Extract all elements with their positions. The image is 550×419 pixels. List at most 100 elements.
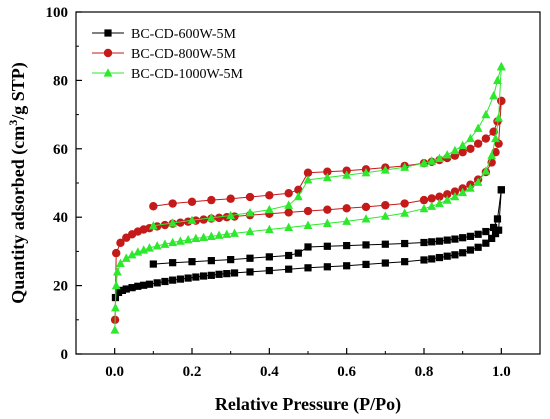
series-2-adsorption-point-27 [361, 214, 371, 223]
series-0-adsorption-point-16 [215, 270, 223, 278]
series-2-adsorption-point-20 [230, 228, 239, 237]
series-0-adsorption-point-35 [474, 243, 482, 251]
series-1-desorption-point-2 [489, 127, 498, 136]
series-0-adsorption-point-36 [482, 239, 490, 247]
series-2-adsorption-point-4 [116, 258, 125, 267]
legend-marker-2 [103, 68, 113, 77]
series-0-desorption-point-14 [362, 241, 370, 249]
series-0-adsorption-point-1 [114, 288, 123, 297]
series-2-desorption-point-1 [493, 75, 502, 84]
series-2-desorption-point-23 [206, 213, 216, 222]
series-2-adsorption-point-12 [168, 237, 178, 247]
y-axis-title-main: Quantity adsorbed (cm [8, 126, 29, 304]
series-2-adsorption-point-11 [160, 239, 170, 248]
series-0-adsorption-point-24 [343, 262, 351, 270]
series-0-desorption-point-25 [169, 259, 177, 267]
series-0-adsorption-point-8 [153, 279, 161, 287]
series-2-desorption-point-18 [293, 191, 303, 201]
series-0-desorption-point-19 [285, 251, 293, 260]
series-0-desorption-point-11 [420, 238, 428, 247]
series-1-adsorption-point-9 [160, 220, 170, 230]
series-1-adsorption-point-24 [342, 204, 351, 213]
series-0-adsorption-point-6 [140, 281, 148, 289]
x-tick-label-2: 0.4 [260, 364, 279, 380]
series-2-adsorption-point-36 [466, 183, 475, 192]
series-0-desorption-point-16 [323, 242, 331, 250]
x-axis-title: Relative Pressure (P/Po) [215, 394, 401, 415]
series-0-adsorption-point-34 [466, 246, 474, 254]
series-1-adsorption-point-23 [323, 205, 332, 214]
series-0-adsorption-point-13 [192, 273, 200, 281]
series-1-adsorption-point-1 [112, 248, 121, 258]
series-1-desorption-point-24 [187, 197, 197, 207]
series-2-adsorption-point-28 [380, 211, 390, 220]
series-0-adsorption-point-4 [128, 284, 136, 292]
series-1-desorption-point-20 [265, 191, 274, 200]
series-0-adsorption-point-22 [304, 264, 312, 272]
series-1-desorption-point-19 [284, 189, 293, 198]
series-0-desorption-point-23 [207, 257, 215, 265]
series-2-desorption-point-26 [148, 220, 158, 230]
series-2-desorption-point-15 [342, 170, 352, 179]
series-2-adsorption-point-24 [303, 220, 313, 230]
series-1-adsorption-point-22 [303, 206, 313, 216]
series-2-adsorption-point-0 [110, 325, 120, 334]
series-2-desorption-point-21 [245, 207, 255, 217]
series-0-adsorption-point-20 [265, 266, 273, 275]
series-2-adsorption-point-32 [435, 198, 444, 208]
series-2-adsorption-point-2 [111, 280, 121, 290]
series-0-adsorption-point-26 [381, 259, 389, 267]
series-1-adsorption-point-25 [361, 202, 371, 212]
series-2-desorption-point-9 [435, 153, 444, 162]
y-tick-label-4: 80 [53, 73, 68, 89]
series-0-desorption-point-9 [435, 237, 444, 245]
y-axis-title-superscript: 3 [6, 120, 20, 126]
series-2 [110, 61, 506, 334]
series-2-desorption-point-4 [473, 123, 483, 132]
series-0-adsorption-point-12 [184, 274, 192, 282]
series-2-adsorption-point-31 [427, 201, 437, 210]
series-0-adsorption-point-14 [200, 272, 208, 280]
series-0-adsorption-point-17 [223, 270, 231, 278]
series-0-desorption-point-0 [497, 186, 505, 194]
series-0-desorption-point-5 [466, 232, 474, 240]
series-2-adsorption-point-29 [400, 208, 410, 217]
series-0-adsorption-point-9 [161, 277, 169, 286]
series-0-adsorption-point-39 [495, 226, 503, 234]
series-0-adsorption-point-30 [435, 253, 444, 262]
series-2-desorption-point-2 [489, 90, 498, 100]
series-0-adsorption-point-31 [443, 252, 451, 260]
series-1-adsorption-point-28 [419, 195, 429, 205]
series-2-desorption-point-24 [187, 215, 197, 224]
series-2-desorption-point-13 [380, 165, 390, 174]
series-2-adsorption-point-13 [176, 236, 185, 245]
x-tick-label-3: 0.6 [337, 364, 356, 380]
series-2-adsorption-point-19 [222, 229, 232, 238]
series-1-desorption-point-21 [245, 192, 255, 202]
series-2-desorption-point-10 [427, 156, 437, 165]
series-0-adsorption-point-2 [118, 286, 126, 294]
series-2-desorption-point-14 [361, 167, 371, 177]
series-2-adsorption-point-9 [145, 243, 154, 252]
data-layer [110, 61, 506, 334]
series-2-desorption-point-5 [466, 133, 475, 143]
legend-marker-0 [104, 29, 112, 37]
series-0-desorption-point-18 [294, 249, 302, 257]
series-1-desorption-point-18 [294, 185, 303, 195]
series-1-desorption-point-0 [497, 96, 506, 106]
y-tick-label-1: 20 [53, 279, 68, 295]
series-0-adsorption-point-15 [207, 271, 215, 279]
series-0-desorption-point-12 [401, 239, 409, 248]
series-1-desorption-point-6 [458, 148, 467, 157]
series-1-desorption-point-5 [466, 144, 475, 153]
series-1-adsorption-point-2 [116, 238, 125, 248]
series-0-desorption-point-26 [149, 260, 157, 268]
series-2-adsorption-point-21 [245, 226, 255, 236]
series-0-adsorption-point-33 [459, 249, 467, 257]
series-2-desorption-point-6 [458, 140, 468, 149]
series-1-desorption-point-22 [226, 194, 235, 203]
series-1-adsorption-point-16 [214, 213, 224, 223]
series-2-adsorption-point-17 [206, 231, 216, 240]
series-1 [110, 96, 506, 324]
